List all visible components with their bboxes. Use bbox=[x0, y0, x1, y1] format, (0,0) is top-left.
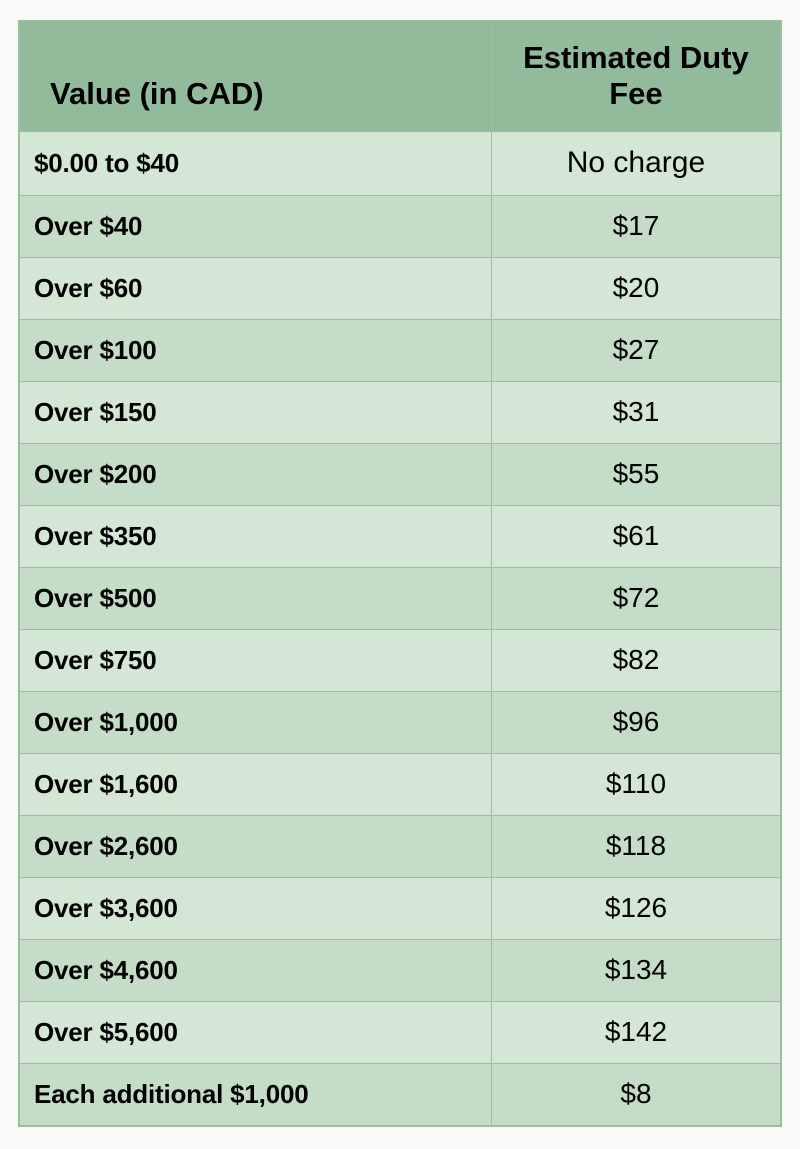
table-row: Over $5,600 $142 bbox=[19, 1002, 781, 1064]
cell-value: Over $2,600 bbox=[19, 816, 491, 878]
cell-fee: $82 bbox=[491, 630, 781, 692]
cell-value: Over $4,600 bbox=[19, 940, 491, 1002]
cell-fee: $20 bbox=[491, 258, 781, 320]
cell-fee: $31 bbox=[491, 382, 781, 444]
cell-value: Over $350 bbox=[19, 506, 491, 568]
table-row: Over $1,000 $96 bbox=[19, 692, 781, 754]
cell-fee: No charge bbox=[491, 132, 781, 196]
cell-value: Over $40 bbox=[19, 196, 491, 258]
table-row: Over $200 $55 bbox=[19, 444, 781, 506]
col-header-fee: Estimated Duty Fee bbox=[491, 21, 781, 132]
table-row: Each additional $1,000 $8 bbox=[19, 1064, 781, 1127]
table-header: Value (in CAD) Estimated Duty Fee bbox=[19, 21, 781, 132]
cell-value: Each additional $1,000 bbox=[19, 1064, 491, 1127]
cell-fee: $55 bbox=[491, 444, 781, 506]
table-row: Over $60 $20 bbox=[19, 258, 781, 320]
cell-value: Over $1,600 bbox=[19, 754, 491, 816]
table-row: Over $500 $72 bbox=[19, 568, 781, 630]
cell-fee: $110 bbox=[491, 754, 781, 816]
table-row: Over $2,600 $118 bbox=[19, 816, 781, 878]
cell-value: Over $200 bbox=[19, 444, 491, 506]
table-row: Over $4,600 $134 bbox=[19, 940, 781, 1002]
table-body: $0.00 to $40 No charge Over $40 $17 Over… bbox=[19, 132, 781, 1127]
cell-fee: $126 bbox=[491, 878, 781, 940]
table-row: Over $750 $82 bbox=[19, 630, 781, 692]
duty-fee-table: Value (in CAD) Estimated Duty Fee $0.00 … bbox=[18, 20, 782, 1127]
cell-value: Over $750 bbox=[19, 630, 491, 692]
table-row: Over $350 $61 bbox=[19, 506, 781, 568]
cell-fee: $96 bbox=[491, 692, 781, 754]
table-row: Over $150 $31 bbox=[19, 382, 781, 444]
table-row: $0.00 to $40 No charge bbox=[19, 132, 781, 196]
cell-value: Over $150 bbox=[19, 382, 491, 444]
cell-fee: $118 bbox=[491, 816, 781, 878]
table-row: Over $3,600 $126 bbox=[19, 878, 781, 940]
cell-fee: $8 bbox=[491, 1064, 781, 1127]
page-wrap: Value (in CAD) Estimated Duty Fee $0.00 … bbox=[0, 0, 800, 1149]
cell-value: Over $3,600 bbox=[19, 878, 491, 940]
table-row: Over $100 $27 bbox=[19, 320, 781, 382]
cell-fee: $142 bbox=[491, 1002, 781, 1064]
cell-fee: $27 bbox=[491, 320, 781, 382]
table-row: Over $1,600 $110 bbox=[19, 754, 781, 816]
cell-fee: $17 bbox=[491, 196, 781, 258]
cell-value: Over $5,600 bbox=[19, 1002, 491, 1064]
cell-value: Over $1,000 bbox=[19, 692, 491, 754]
cell-fee: $61 bbox=[491, 506, 781, 568]
cell-value: Over $100 bbox=[19, 320, 491, 382]
cell-value: Over $60 bbox=[19, 258, 491, 320]
cell-value: $0.00 to $40 bbox=[19, 132, 491, 196]
cell-fee: $72 bbox=[491, 568, 781, 630]
col-header-value: Value (in CAD) bbox=[19, 21, 491, 132]
table-row: Over $40 $17 bbox=[19, 196, 781, 258]
cell-value: Over $500 bbox=[19, 568, 491, 630]
cell-fee: $134 bbox=[491, 940, 781, 1002]
